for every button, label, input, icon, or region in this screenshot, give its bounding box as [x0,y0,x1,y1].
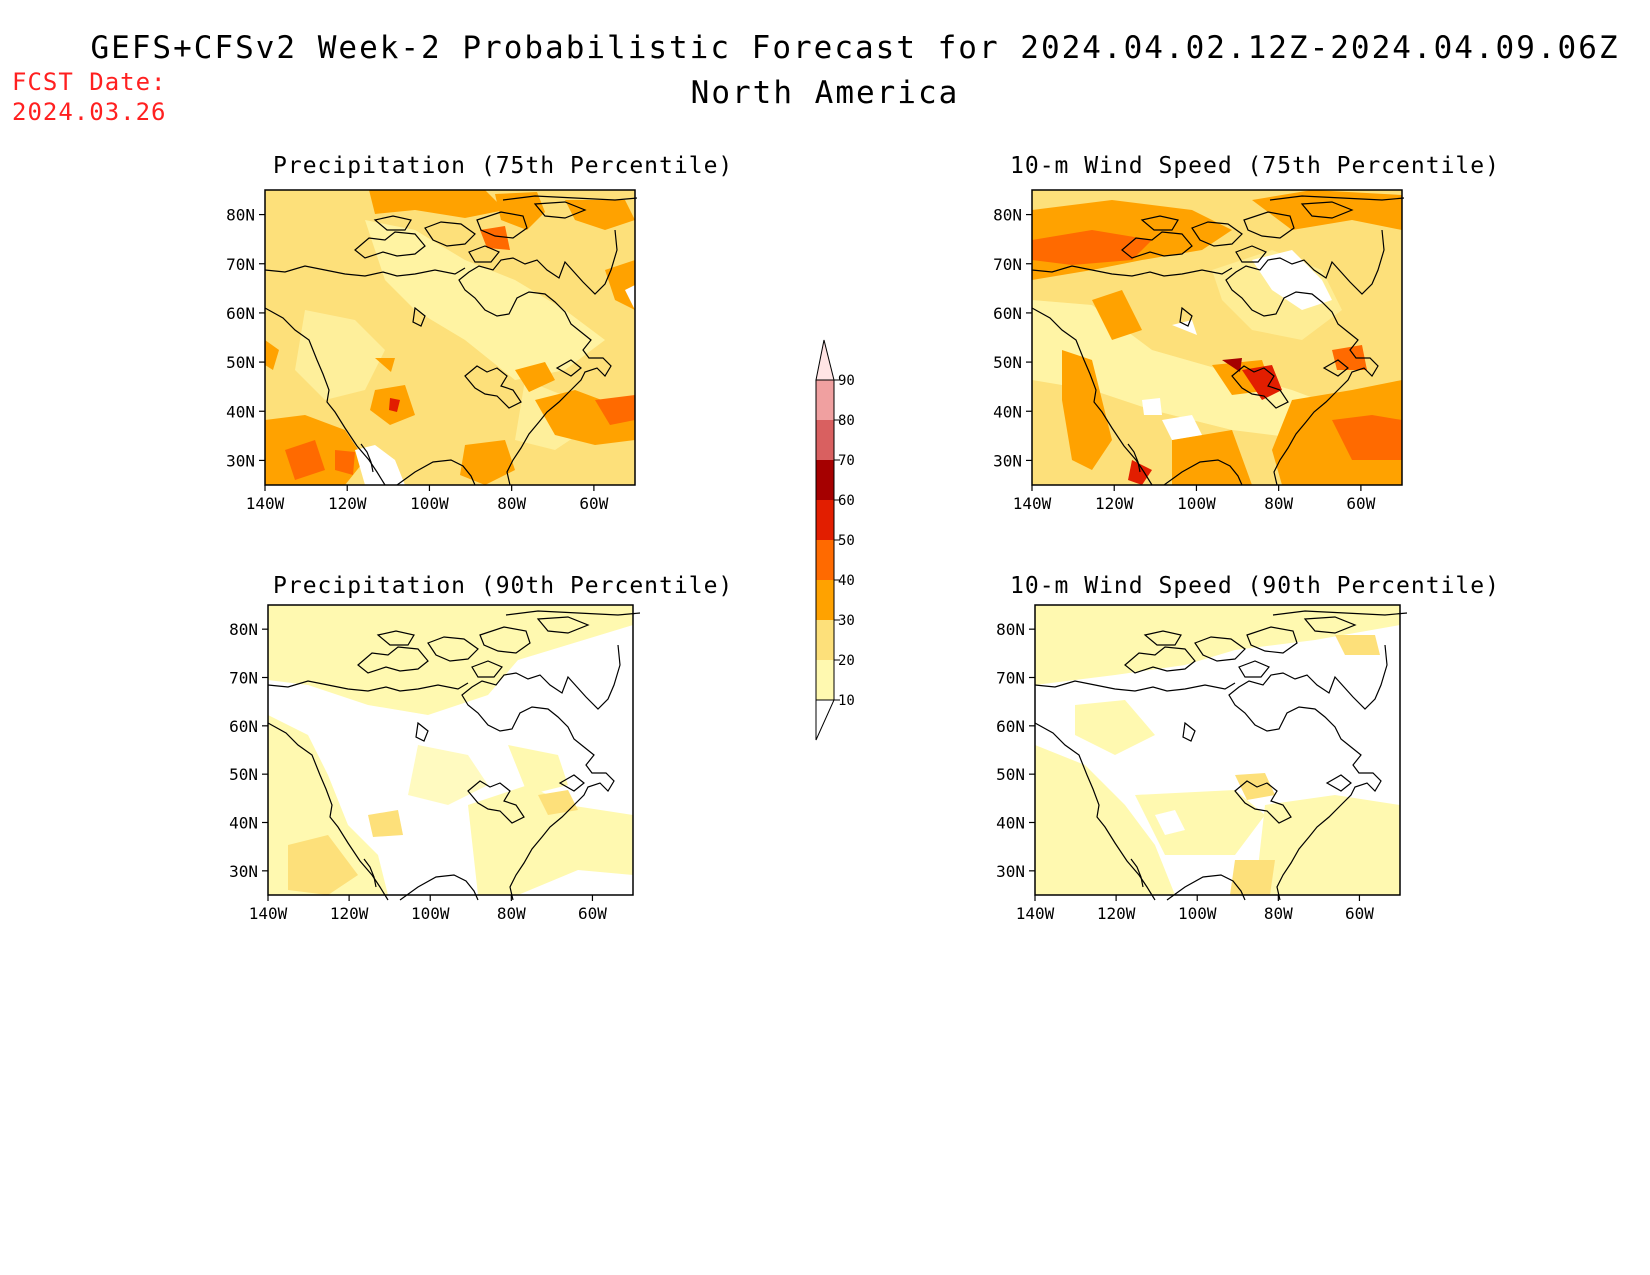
colorbar-segment [816,420,834,460]
colorbar-level-label: 40 [838,573,855,589]
lat-tick-label: 60N [993,304,1022,323]
colorbar-lower-triangle [815,699,835,741]
lon-tick-label: 80W [1264,494,1293,513]
colorbar-level-label: 70 [838,453,855,469]
map-panel-precip-90 [267,604,641,901]
lat-tick-label: 40N [226,402,255,421]
lon-tick-label: 100W [410,494,449,513]
lon-tick-label: 60W [1345,904,1374,923]
lat-tick-label: 30N [226,451,255,470]
lat-tick-label: 50N [226,353,255,372]
lon-tick-label: 120W [328,494,367,513]
forecast-date-value: 2024.03.26 [12,98,167,126]
lon-tick-label: 120W [1097,904,1136,923]
lat-tick-label: 60N [996,717,1025,736]
lon-tick-label: 140W [246,494,285,513]
lat-tick-label: 40N [229,814,258,833]
lon-tick-label: 80W [497,494,526,513]
lon-tick-label: 60W [579,494,608,513]
colorbar-segment [816,460,834,500]
lon-tick-label: 140W [1013,494,1052,513]
lon-tick-label: 100W [1177,494,1216,513]
lon-tick-label: 100W [411,904,450,923]
lat-tick-label: 30N [996,862,1025,881]
lon-tick-label: 80W [1264,904,1293,923]
colorbar-level-label: 10 [838,693,855,709]
colorbar-level-label: 60 [838,493,855,509]
axes-layer: 80N 70N 60N 50N 40N 30N 140W 120W 100W 80W 60W 80N 7… [226,206,1376,923]
colorbar-level-label: 30 [838,613,855,629]
lat-tick-label: 60N [229,717,258,736]
lat-tick-label: 80N [996,620,1025,639]
colorbar-segment [816,500,834,540]
colorbar-level-label: 50 [838,533,855,549]
lat-tick-label: 40N [996,814,1025,833]
colorbar-segment [816,540,834,580]
lon-tick-label: 120W [1095,494,1134,513]
lat-tick-label: 30N [993,451,1022,470]
map-panel-wind-90 [1034,604,1408,901]
lon-tick-label: 60W [578,904,607,923]
lat-tick-label: 30N [229,862,258,881]
lat-tick-label: 70N [229,669,258,688]
colorbar-segment [816,660,834,700]
main-title: GEFS+CFSv2 Week-2 Probabilistic Forecast… [90,30,1620,66]
panel-title-precip-90: Precipitation (90th Percentile) [273,573,734,599]
map-panel-precip-75 [264,189,638,486]
lon-tick-label: 100W [1178,904,1217,923]
subtitle: North America [690,75,960,111]
lat-tick-label: 70N [226,255,255,274]
lon-tick-label: 140W [1016,904,1055,923]
lat-tick-label: 70N [996,669,1025,688]
lat-tick-label: 80N [993,206,1022,225]
colorbar-segment [816,380,834,420]
lon-tick-label: 140W [249,904,288,923]
lat-tick-label: 50N [996,765,1025,784]
lat-tick-label: 70N [993,255,1022,274]
lat-tick-label: 50N [993,353,1022,372]
lat-tick-label: 50N [229,765,258,784]
panel-title-wind-90: 10-m Wind Speed (90th Percentile) [1010,573,1500,599]
colorbar-upper-triangle [815,339,835,381]
colorbar-level-label: 90 [838,373,855,389]
colorbar-level-label: 20 [838,653,855,669]
map-panel-wind-75 [1031,189,1405,486]
panel-title-precip-75: Precipitation (75th Percentile) [273,153,734,179]
colorbar: 10 20 30 40 50 60 70 80 90 [815,339,855,741]
lat-tick-label: 60N [226,304,255,323]
lon-tick-label: 120W [330,904,369,923]
lat-tick-label: 80N [229,620,258,639]
forecast-date-label: FCST Date: [12,68,167,96]
lon-tick-label: 80W [497,904,526,923]
lat-tick-label: 80N [226,206,255,225]
lon-tick-label: 60W [1346,494,1375,513]
colorbar-level-label: 80 [838,413,855,429]
lat-tick-label: 40N [993,402,1022,421]
panel-title-wind-75: 10-m Wind Speed (75th Percentile) [1010,153,1500,179]
colorbar-segment [816,620,834,660]
colorbar-segment [816,580,834,620]
